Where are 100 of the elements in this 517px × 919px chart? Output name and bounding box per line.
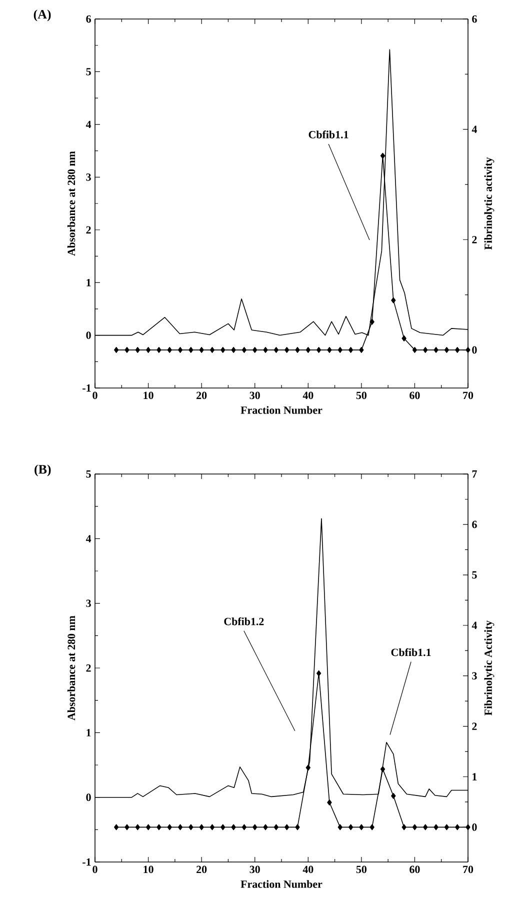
- chart-title: (B): [34, 464, 51, 476]
- y2-tick-label: 2: [472, 722, 477, 730]
- y2-tick-label: 6: [472, 15, 477, 23]
- point: [178, 824, 183, 830]
- y2-tick-label: 5: [472, 571, 477, 579]
- point: [252, 824, 258, 830]
- x-tick-label: 20: [196, 866, 207, 874]
- x-tick-label: 40: [302, 392, 314, 400]
- x-tick-label: 30: [250, 866, 260, 874]
- x-axis-title: Fraction Number: [240, 406, 322, 414]
- point: [391, 792, 396, 799]
- point: [359, 824, 364, 830]
- y-tick-label: 1: [86, 729, 91, 736]
- point: [167, 824, 172, 830]
- point: [466, 824, 470, 830]
- point: [199, 346, 204, 353]
- annotation: Cbfib1.1: [391, 648, 431, 656]
- point: [444, 824, 450, 830]
- y-tick-label: 3: [86, 600, 91, 608]
- x-tick-label: 30: [250, 392, 260, 400]
- point: [348, 824, 354, 830]
- x-tick-label: 70: [463, 866, 474, 874]
- point: [455, 824, 460, 830]
- point: [380, 766, 386, 772]
- point: [156, 824, 162, 830]
- point: [274, 346, 279, 353]
- point: [114, 346, 119, 353]
- point: [199, 824, 204, 830]
- y-axis-title: Absorbance at 280 nm: [67, 616, 76, 720]
- x-tick-label: 10: [144, 866, 154, 874]
- y-tick-label: -1: [82, 384, 91, 392]
- point: [231, 346, 236, 353]
- point: [188, 824, 194, 830]
- point: [124, 346, 130, 353]
- y-tick-label: -1: [82, 858, 91, 866]
- point: [348, 346, 354, 353]
- y2-axis-title: Fibrinolytic activity: [484, 157, 494, 250]
- y-tick-label: 0: [86, 332, 91, 339]
- x-tick-label: 60: [410, 392, 420, 400]
- point: [359, 346, 364, 353]
- point: [156, 346, 162, 353]
- point: [220, 824, 226, 830]
- y-tick-label: 5: [86, 470, 91, 478]
- y2-tick-label: 0: [472, 824, 477, 831]
- point: [220, 346, 226, 353]
- x-tick-label: 20: [196, 392, 207, 400]
- x-tick-label: 70: [463, 392, 474, 400]
- x-tick-label: 40: [302, 866, 314, 874]
- point: [231, 824, 236, 830]
- y2-tick-label: 1: [472, 773, 477, 780]
- point: [146, 346, 151, 353]
- point: [135, 346, 140, 353]
- y-tick-label: 2: [86, 664, 91, 672]
- chart-title: (A): [34, 10, 51, 22]
- point: [114, 824, 119, 830]
- point: [263, 824, 268, 830]
- y2-tick-label: 4: [472, 622, 477, 629]
- y-tick-label: 5: [86, 68, 91, 76]
- point: [466, 346, 470, 353]
- x-tick-label: 50: [356, 392, 366, 400]
- point: [242, 346, 247, 353]
- point: [327, 799, 332, 806]
- point: [402, 335, 406, 342]
- point: [274, 824, 279, 830]
- point: [412, 824, 418, 830]
- y-tick-label: 4: [86, 535, 92, 542]
- y-tick-label: 1: [86, 278, 91, 286]
- y2-tick-label: 4: [472, 126, 477, 133]
- point: [242, 824, 247, 830]
- x-axis-title: Fraction Number: [240, 880, 322, 888]
- y2-tick-label: 6: [472, 520, 477, 528]
- point: [338, 346, 342, 353]
- point: [455, 346, 460, 353]
- x-tick-label: 0: [92, 866, 98, 874]
- point: [370, 824, 374, 830]
- y-tick-label: 2: [86, 226, 91, 234]
- point: [434, 824, 438, 830]
- y2-tick-label: 2: [472, 236, 477, 244]
- point: [316, 670, 322, 676]
- y-tick-label: 6: [86, 15, 91, 23]
- point: [391, 297, 396, 304]
- point: [295, 346, 300, 353]
- point: [423, 824, 428, 830]
- point: [284, 824, 290, 830]
- point: [135, 824, 140, 830]
- point: [252, 346, 258, 353]
- point: [188, 346, 194, 353]
- y-axis-title: Absorbance at 280 nm: [67, 151, 76, 256]
- x-tick-label: 60: [410, 866, 420, 874]
- point: [263, 346, 268, 353]
- point: [316, 346, 322, 353]
- point: [423, 346, 428, 353]
- x-tick-label: 10: [144, 392, 154, 400]
- annotation: Cbfib1.1: [308, 130, 348, 138]
- point: [167, 346, 172, 353]
- y2-tick-label: 3: [472, 672, 477, 680]
- point: [380, 152, 386, 159]
- point: [210, 346, 215, 353]
- point: [306, 764, 310, 771]
- point: [124, 824, 130, 830]
